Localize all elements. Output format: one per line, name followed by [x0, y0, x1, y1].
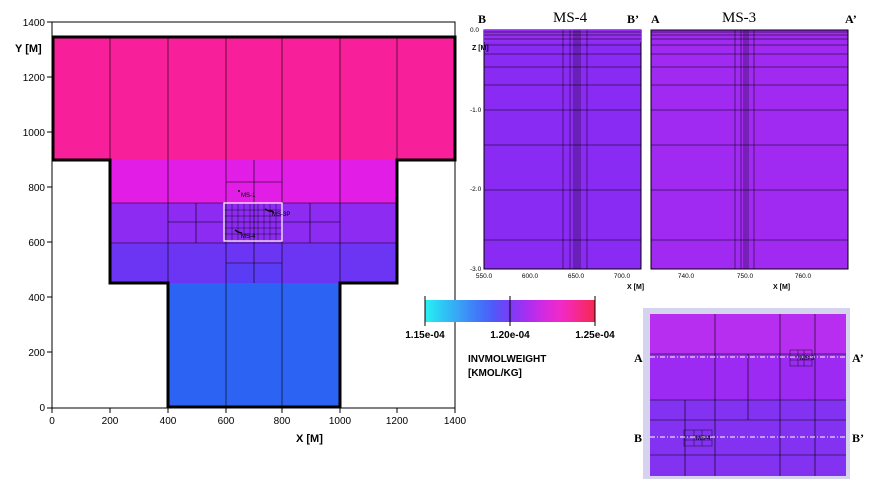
well-ms4: MS-4	[234, 229, 256, 240]
y-tick: -3.0	[470, 266, 482, 273]
inset-label-b-prime: B’	[852, 431, 864, 445]
section-ms4-body	[483, 29, 642, 270]
y-axis-label: Y [M]	[15, 43, 42, 55]
y-tick: -2.0	[470, 186, 482, 193]
domain-boundary	[51, 35, 457, 409]
x-tick: 200	[102, 416, 119, 427]
section-ms4-y-axis-label: Z [M]	[472, 45, 489, 52]
y-tick: 0	[39, 403, 45, 414]
refinement-box	[223, 202, 283, 242]
section-ms3-right-label: A’	[845, 12, 857, 26]
refined-grid	[224, 203, 282, 241]
axis-ticks	[47, 21, 456, 413]
bottom-zone	[168, 283, 341, 407]
y-tick: 400	[28, 293, 45, 304]
y-tick: 0.0	[470, 27, 479, 34]
x-tick: 650.0	[568, 273, 585, 280]
plan-view-plot: MS-1 MS-3P MS-4	[15, 18, 467, 445]
x-tick: 800	[274, 416, 291, 427]
inset-well-a: MS-3	[800, 356, 815, 362]
well-label-ms1: MS-1	[241, 193, 256, 199]
y-tick: 600	[28, 238, 45, 249]
x-tick: 600	[218, 416, 235, 427]
colorbar-min-label: 1.15e-04	[405, 330, 445, 341]
x-tick: 0	[49, 416, 55, 427]
inset-well-b: MS-4	[696, 436, 711, 442]
section-ms4-grid	[484, 30, 641, 269]
top-zone	[53, 37, 455, 160]
y-tick-labels: 0 200 400 600 800 1000 1200 1400	[23, 18, 46, 414]
inset-refined-grid	[683, 349, 813, 447]
well-ms3p: MS-3P	[264, 208, 290, 218]
y-tick: 800	[28, 183, 45, 194]
x-tick: 600.0	[522, 273, 539, 280]
y-tick: 200	[28, 348, 45, 359]
colorbar-unit: [KMOL/KG]	[468, 368, 522, 379]
colorbar: 1.15e-04 1.20e-04 1.25e-04 INVMOLWEIGHT …	[405, 296, 615, 379]
colorbar-max-label: 1.25e-04	[575, 330, 615, 341]
inset-label-a-prime: A’	[852, 351, 864, 365]
x-tick: 740.0	[678, 273, 695, 280]
section-ms3-body	[650, 29, 849, 270]
y-tick: -1.0	[470, 107, 482, 114]
y-tick: 1200	[23, 73, 46, 84]
inset-label-b: B	[634, 431, 642, 445]
y-tick: 1000	[23, 128, 46, 139]
x-tick: 700.0	[614, 273, 631, 280]
well-label-ms4: MS-4	[241, 234, 256, 240]
x-tick: 1200	[386, 416, 409, 427]
middle-zone-upper	[110, 160, 397, 203]
section-ms3-grid	[651, 30, 848, 269]
x-axis-label: X [M]	[296, 433, 323, 445]
colorbar-title: INVMOLWEIGHT	[468, 354, 546, 365]
middle-zone-mid	[110, 203, 397, 243]
section-ms4-title: MS-4	[553, 10, 588, 26]
well-label-ms3p: MS-3P	[272, 212, 290, 218]
x-tick: 550.0	[476, 273, 493, 280]
y-tick: 1400	[23, 18, 46, 29]
x-tick: 400	[160, 416, 177, 427]
section-ms3-x-axis-label: X [M]	[773, 284, 790, 291]
x-tick-labels: 0 200 400 600 800 1000 1200 1400	[49, 416, 466, 427]
inset-label-a: A	[634, 351, 643, 365]
section-ms4-left-label: B	[478, 12, 486, 26]
inset-map: MS-3 MS-4 A A’ B B’	[634, 308, 864, 479]
section-ms3-left-label: A	[651, 12, 660, 26]
well-ms1: MS-1	[238, 190, 256, 199]
colorbar-mid-label: 1.20e-04	[490, 330, 530, 341]
x-tick: 1400	[444, 416, 467, 427]
colorbar-ticks	[424, 296, 596, 326]
section-ms4: B MS-4 B’ 0.0 -1.0 -2.0 -3.0	[470, 10, 644, 291]
section-ms4-right-label: B’	[627, 12, 639, 26]
inset-grid	[650, 314, 846, 476]
section-ms3: A MS-3 A’ 740.0 750.0 760.0 X [M]	[650, 10, 857, 291]
section-ms4-x-axis-label: X [M]	[627, 284, 644, 291]
x-tick: 760.0	[795, 273, 812, 280]
section-ms3-title: MS-3	[722, 10, 756, 26]
inset-top-band	[650, 314, 846, 354]
x-tick: 1000	[329, 416, 352, 427]
x-tick: 750.0	[737, 273, 754, 280]
